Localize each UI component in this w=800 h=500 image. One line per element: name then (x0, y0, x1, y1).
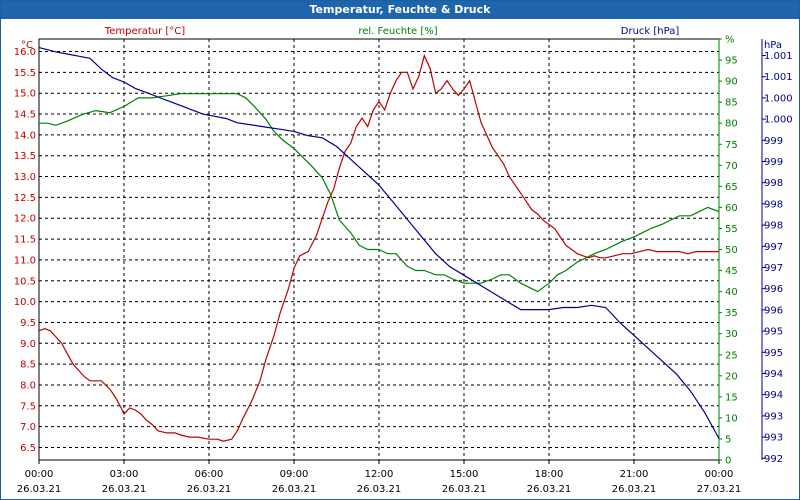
x-tick-time: 15:00 (450, 469, 479, 480)
y-tick-pressure: 1.001 (764, 72, 793, 83)
y-tick-humidity: 45 (725, 266, 738, 277)
x-tick-time: 00:00 (705, 469, 734, 480)
y-tick-temperature: 8.5 (20, 360, 36, 371)
y-tick-temperature: 13.0 (14, 172, 36, 183)
chart-labels: 16.0 15.5 15.0 14.5 14.0 13.5 13.0 12.5 12.0 11.5… (14, 26, 793, 495)
y-tick-humidity: 50 (725, 245, 738, 256)
y-tick-temperature: 9.5 (20, 318, 36, 329)
window-title: Temperatur, Feuchte & Druck (1, 1, 799, 19)
chart-grid (39, 39, 719, 460)
y-tick-temperature: 14.5 (14, 110, 36, 121)
y-tick-temperature: 6.5 (20, 443, 36, 454)
y-tick-temperature: 13.5 (14, 151, 36, 162)
y-tick-temperature: 16.0 (14, 47, 36, 58)
y-tick-temperature: 9.0 (20, 339, 36, 350)
x-tick-date: 27.03.21 (697, 484, 742, 495)
y-tick-humidity: 0 (725, 456, 731, 467)
y-tick-humidity: 65 (725, 182, 738, 193)
y-tick-humidity: 35 (725, 308, 738, 319)
y-axis-unit-temperature: °C (21, 40, 33, 51)
x-tick-date: 26.03.21 (357, 484, 402, 495)
series-line-temperature (38, 53, 719, 442)
y-tick-humidity: 20 (725, 371, 738, 382)
x-tick-time: 18:00 (535, 469, 564, 480)
y-tick-temperature: 10.0 (14, 297, 36, 308)
y-axis-unit-pressure: hPa (764, 40, 782, 51)
chart-axes (38, 38, 766, 464)
x-tick-time: 09:00 (280, 469, 309, 480)
y-tick-pressure: 996 (764, 305, 783, 316)
y-tick-temperature: 10.5 (14, 276, 36, 287)
y-tick-temperature: 14.0 (14, 130, 36, 141)
x-tick-date: 26.03.21 (442, 484, 487, 495)
y-tick-humidity: 75 (725, 140, 738, 151)
y-tick-pressure: 995 (764, 327, 783, 338)
y-axis-unit-humidity: % (725, 35, 735, 46)
y-tick-pressure: 993 (764, 411, 783, 422)
legend-temperature: Temperatur [°C] (104, 26, 185, 37)
y-tick-humidity: 60 (725, 203, 738, 214)
y-tick-humidity: 80 (725, 119, 738, 130)
y-tick-pressure: 1.000 (764, 115, 793, 126)
y-tick-pressure: 993 (764, 433, 783, 444)
y-tick-pressure: 999 (764, 136, 783, 147)
y-tick-temperature: 12.0 (14, 214, 36, 225)
y-tick-temperature: 15.5 (14, 68, 36, 79)
legend-pressure: Druck [hPa] (621, 26, 680, 37)
y-tick-pressure: 997 (764, 242, 783, 253)
chart-lines (38, 47, 720, 442)
x-tick-date: 26.03.21 (102, 484, 147, 495)
series-line-humidity (39, 93, 720, 293)
y-tick-humidity: 25 (725, 350, 738, 361)
y-tick-temperature: 8.0 (20, 380, 36, 391)
y-tick-pressure: 998 (764, 178, 783, 189)
y-tick-temperature: 11.0 (14, 255, 36, 266)
x-tick-time: 00:00 (25, 469, 54, 480)
x-tick-date: 26.03.21 (272, 484, 317, 495)
y-tick-temperature: 7.0 (20, 422, 36, 433)
y-tick-pressure: 998 (764, 199, 783, 210)
y-tick-humidity: 70 (725, 161, 738, 172)
y-tick-pressure: 1.000 (764, 93, 793, 104)
y-tick-humidity: 5 (725, 434, 731, 445)
x-tick-date: 26.03.21 (17, 484, 62, 495)
y-tick-humidity: 15 (725, 392, 738, 403)
y-tick-temperature: 7.5 (20, 401, 36, 412)
y-tick-temperature: 15.0 (14, 89, 36, 100)
x-tick-time: 21:00 (620, 469, 649, 480)
y-tick-humidity: 55 (725, 224, 738, 235)
x-tick-time: 12:00 (365, 469, 394, 480)
y-tick-humidity: 40 (725, 287, 738, 298)
y-tick-pressure: 994 (764, 390, 783, 401)
x-tick-time: 06:00 (195, 469, 224, 480)
y-tick-pressure: 995 (764, 348, 783, 359)
y-tick-pressure: 996 (764, 284, 783, 295)
y-tick-humidity: 85 (725, 98, 738, 109)
x-tick-date: 26.03.21 (187, 484, 232, 495)
x-tick-date: 26.03.21 (612, 484, 657, 495)
y-tick-humidity: 90 (725, 77, 738, 88)
y-tick-pressure: 1.001 (764, 51, 793, 62)
y-tick-temperature: 12.5 (14, 193, 36, 204)
series-line-pressure (38, 47, 720, 439)
y-tick-pressure: 994 (764, 369, 783, 380)
y-tick-humidity: 95 (725, 56, 738, 67)
y-tick-pressure: 998 (764, 221, 783, 232)
x-tick-time: 03:00 (110, 469, 139, 480)
x-tick-date: 26.03.21 (527, 484, 572, 495)
y-tick-temperature: 11.5 (14, 235, 36, 246)
y-tick-humidity: 30 (725, 329, 738, 340)
y-tick-pressure: 999 (764, 157, 783, 168)
y-tick-pressure: 992 (764, 454, 783, 465)
y-tick-pressure: 997 (764, 263, 783, 274)
legend-humidity: rel. Feuchte [%] (358, 26, 437, 37)
y-tick-humidity: 10 (725, 413, 738, 424)
